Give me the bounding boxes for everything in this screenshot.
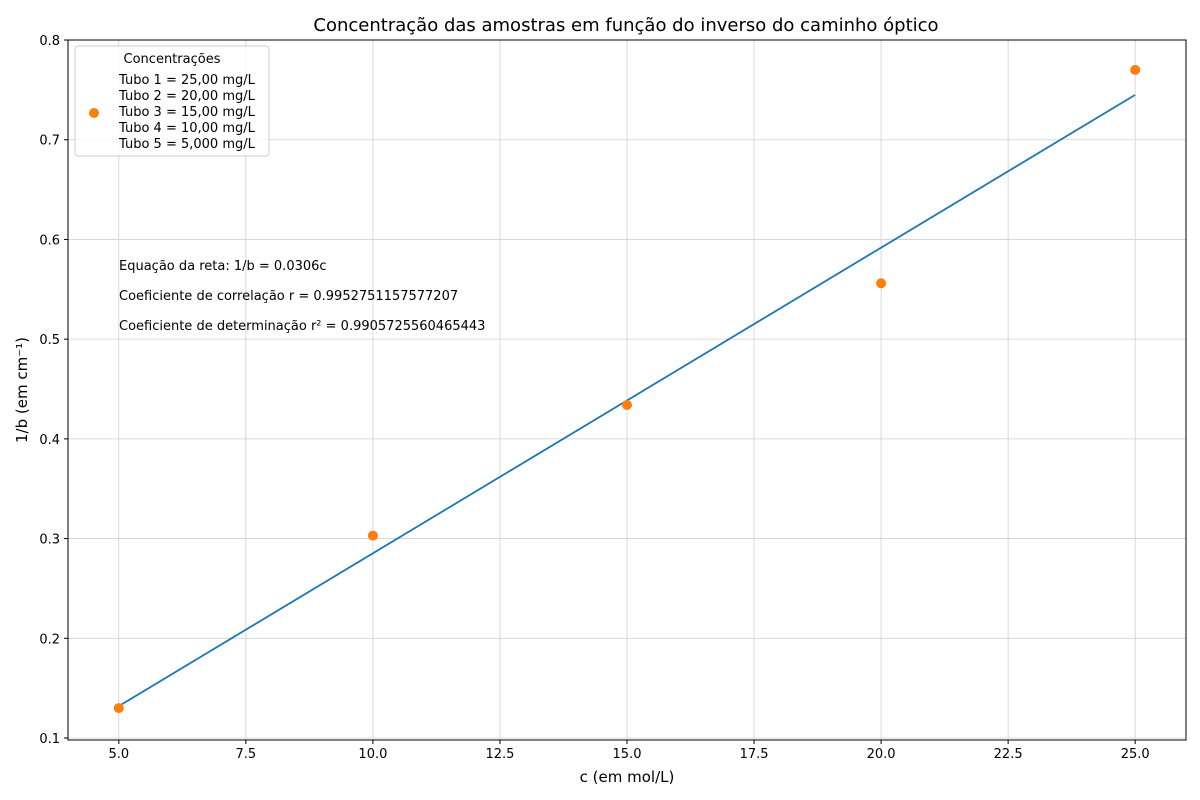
x-tick-label: 10.0 bbox=[358, 747, 387, 762]
y-tick-label: 0.2 bbox=[39, 632, 60, 647]
legend-entry: Tubo 1 = 25,00 mg/L bbox=[118, 73, 256, 88]
y-axis: 0.1 0.2 0.3 0.4 0.5 0.6 0.7 0.8 bbox=[39, 34, 68, 747]
legend-entry: Tubo 3 = 15,00 mg/L bbox=[118, 105, 256, 120]
y-axis-label: 1/b (em cm⁻¹) bbox=[13, 337, 31, 443]
legend-entry: Tubo 4 = 10,00 mg/L bbox=[118, 121, 256, 136]
data-point bbox=[367, 530, 378, 541]
x-tick-label: 17.5 bbox=[740, 747, 769, 762]
legend-box bbox=[74, 45, 270, 157]
x-tick-label: 5.0 bbox=[108, 747, 129, 762]
x-tick-label: 25.0 bbox=[1121, 747, 1150, 762]
y-tick-label: 0.5 bbox=[39, 333, 60, 348]
y-tick-label: 0.8 bbox=[39, 34, 60, 49]
x-tick-label: 7.5 bbox=[236, 747, 257, 762]
data-point bbox=[876, 278, 887, 289]
series-layer bbox=[113, 64, 1141, 714]
y-tick-label: 0.3 bbox=[39, 533, 60, 548]
x-tick-label: 22.5 bbox=[994, 747, 1023, 762]
y-tick-label: 0.1 bbox=[39, 732, 60, 747]
data-point bbox=[622, 399, 632, 410]
data-point bbox=[113, 703, 124, 714]
annotation-text: Coeficiente de correlação r = 0.99527511… bbox=[119, 289, 458, 304]
annotation-text: Coeficiente de determinação r² = 0.99057… bbox=[119, 319, 485, 334]
y-tick-label: 0.7 bbox=[39, 134, 60, 149]
data-point bbox=[1130, 64, 1141, 75]
chart-title: Concentração das amostras em função do i… bbox=[313, 15, 938, 36]
legend-title: Concentrações bbox=[124, 52, 221, 67]
legend-entry: Tubo 2 = 20,00 mg/L bbox=[118, 89, 256, 104]
legend-entry: Tubo 5 = 5,000 mg/L bbox=[118, 137, 256, 152]
legend-marker bbox=[89, 108, 99, 118]
x-tick-label: 15.0 bbox=[613, 747, 642, 762]
y-tick-label: 0.4 bbox=[39, 433, 60, 448]
y-tick-label: 0.6 bbox=[39, 233, 60, 248]
x-axis: 5.0 7.5 10.0 12.5 15.0 17.5 20.0 22.5 25.0 bbox=[108, 740, 1150, 762]
x-tick-label: 12.5 bbox=[485, 747, 514, 762]
annotations: Equação da reta: 1/b = 0.0306c Coeficient… bbox=[119, 259, 485, 334]
x-axis-label: c (em mol/L) bbox=[580, 768, 675, 786]
annotation-text: Equação da reta: 1/b = 0.0306c bbox=[119, 259, 327, 274]
x-tick-label: 20.0 bbox=[867, 747, 896, 762]
plot-area bbox=[67, 39, 1187, 741]
